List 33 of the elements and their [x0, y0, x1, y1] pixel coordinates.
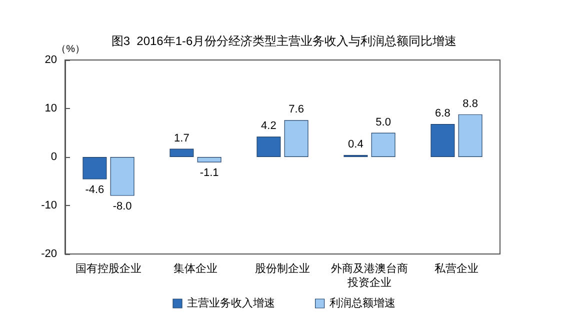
- bar: [110, 157, 134, 196]
- x-tick-label: 外商及港澳台商投资企业: [331, 262, 408, 289]
- x-tick-label: 股份制企业: [255, 262, 310, 275]
- y-tick-label: 10: [44, 102, 57, 114]
- bar: [284, 120, 308, 157]
- data-label: -4.6: [85, 184, 104, 196]
- y-tick-label: -20: [41, 248, 57, 260]
- data-label: 5.0: [376, 116, 391, 128]
- x-tick-label: 私营企业: [434, 262, 478, 275]
- bar: [197, 157, 222, 162]
- bar: [371, 132, 396, 157]
- legend-label: 利润总额增速: [329, 296, 396, 310]
- data-label: -1.1: [200, 166, 219, 179]
- data-label: 6.8: [435, 108, 450, 120]
- y-tick-label: -10: [41, 200, 57, 212]
- y-axis-title: （%）: [56, 44, 85, 56]
- x-tick-label: 集体企业: [174, 262, 218, 275]
- bar: [458, 114, 482, 157]
- chart-title: 图3 2016年1-6月份分经济类型主营业务收入与利润总额同比增速: [111, 34, 457, 48]
- legend-label: 主营业务收入增速: [187, 296, 275, 310]
- data-label: 7.6: [288, 104, 304, 116]
- data-label: -8.0: [112, 200, 132, 212]
- x-tick-label: 国有控股企业: [76, 262, 142, 275]
- bar: [82, 157, 107, 180]
- bar: [430, 124, 455, 157]
- data-label: 0.4: [348, 138, 364, 151]
- bar: [256, 136, 281, 157]
- y-tick-label: 20: [44, 54, 57, 66]
- data-label: 1.7: [174, 132, 190, 144]
- data-label: 8.8: [462, 98, 478, 110]
- bar: [170, 148, 194, 157]
- y-tick-label: 0: [50, 151, 57, 163]
- data-label: 4.2: [261, 120, 276, 132]
